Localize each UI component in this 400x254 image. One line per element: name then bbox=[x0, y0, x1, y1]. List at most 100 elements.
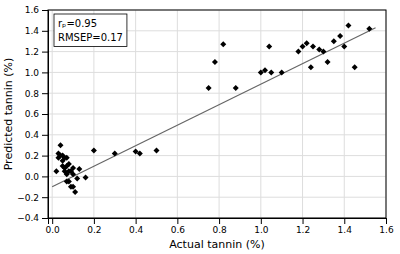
tick-mark bbox=[94, 218, 95, 224]
tick-label: 1.0 bbox=[254, 225, 269, 235]
annotation-line: rₚ=0.95 bbox=[58, 18, 97, 29]
tick: 0.2 bbox=[87, 218, 101, 235]
point bbox=[345, 23, 351, 29]
trend-line bbox=[52, 28, 375, 187]
tick-mark bbox=[42, 218, 48, 219]
grid-line-y bbox=[48, 114, 386, 115]
tick-mark bbox=[42, 52, 48, 53]
point bbox=[70, 171, 76, 177]
tick-label: 1.2 bbox=[296, 225, 310, 235]
annotation-line: RMSEP=0.17 bbox=[58, 32, 123, 43]
tick-label: 0.0 bbox=[25, 172, 40, 182]
points bbox=[53, 23, 372, 195]
tick-mark bbox=[42, 156, 48, 157]
point bbox=[153, 147, 159, 153]
point bbox=[262, 67, 268, 73]
tick: 1.2 bbox=[25, 47, 48, 57]
point bbox=[352, 64, 358, 70]
point bbox=[304, 40, 310, 46]
grid-line-y bbox=[48, 93, 386, 94]
tick-label: 0.6 bbox=[171, 225, 186, 235]
tick-label: 0.8 bbox=[25, 89, 40, 99]
point bbox=[83, 174, 89, 180]
tick-mark bbox=[42, 176, 48, 177]
tick: 0.2 bbox=[25, 151, 48, 161]
point bbox=[74, 175, 80, 181]
marks bbox=[52, 23, 375, 195]
point bbox=[268, 69, 274, 75]
point bbox=[70, 165, 76, 171]
point bbox=[72, 189, 78, 195]
point bbox=[266, 43, 272, 49]
tick: −0.4 bbox=[17, 213, 48, 223]
tick-mark bbox=[42, 114, 48, 115]
tick: 0.6 bbox=[171, 218, 186, 235]
tick: 1.6 bbox=[25, 5, 48, 15]
point bbox=[279, 69, 285, 75]
point bbox=[366, 26, 372, 32]
point bbox=[337, 33, 343, 39]
point bbox=[91, 147, 97, 153]
point bbox=[76, 166, 82, 172]
point bbox=[58, 142, 64, 148]
tick-mark bbox=[42, 197, 48, 198]
annotation-box bbox=[54, 14, 127, 47]
point bbox=[300, 43, 306, 49]
point bbox=[212, 59, 218, 65]
tick-label: 0.4 bbox=[25, 130, 40, 140]
point bbox=[308, 64, 314, 70]
tick-label: 0.2 bbox=[87, 225, 101, 235]
grid-line-y bbox=[48, 197, 386, 198]
tick-mark bbox=[261, 218, 262, 224]
point bbox=[70, 184, 76, 190]
tick: 0.4 bbox=[129, 218, 144, 235]
point bbox=[112, 151, 118, 157]
tick: 1.0 bbox=[25, 68, 48, 78]
point bbox=[325, 59, 331, 65]
point bbox=[137, 151, 143, 157]
tick-mark bbox=[42, 10, 48, 11]
axis-line bbox=[42, 11, 49, 219]
axis-line bbox=[49, 219, 387, 225]
grid-line-y bbox=[48, 72, 386, 73]
grid-line-y bbox=[48, 155, 386, 156]
tick: 0.4 bbox=[25, 130, 48, 140]
tick-label: 1.6 bbox=[379, 225, 394, 235]
tick-mark bbox=[52, 218, 53, 224]
point bbox=[331, 38, 337, 44]
point bbox=[220, 41, 226, 47]
chart-container: 0.0 0.2 0.4 0.6 0.8 1.0 1.2 1.4 1.6 −0.4 −0.2 0.0 0.… bbox=[0, 0, 400, 254]
tick-label: −0.2 bbox=[17, 193, 39, 203]
tick: 0.8 bbox=[25, 89, 48, 99]
grid-line-y bbox=[48, 176, 386, 177]
tick-label: 0.4 bbox=[129, 225, 144, 235]
point bbox=[64, 155, 70, 161]
annotation: rₚ=0.95 RMSEP=0.17 bbox=[54, 14, 127, 47]
point bbox=[206, 85, 212, 91]
tick: −0.2 bbox=[17, 193, 48, 203]
grid bbox=[48, 10, 386, 218]
chart: 0.0 0.2 0.4 0.6 0.8 1.0 1.2 1.4 1.6 −0.4 −0.2 0.0 0.… bbox=[0, 0, 400, 254]
tick-mark bbox=[136, 218, 137, 224]
tick: 1.6 bbox=[379, 218, 394, 235]
tick-mark bbox=[42, 93, 48, 94]
tick-mark bbox=[219, 218, 220, 224]
tick-label: 0.0 bbox=[46, 225, 61, 235]
point bbox=[66, 179, 72, 185]
tick-label: 1.4 bbox=[25, 26, 40, 36]
y-axis-title: Predicted tannin (%) bbox=[2, 58, 15, 171]
plot-frame bbox=[48, 10, 386, 218]
tick-mark bbox=[303, 218, 304, 224]
grid-line-y bbox=[48, 51, 386, 52]
tick: 1.4 bbox=[25, 26, 48, 36]
tick: 0.6 bbox=[25, 109, 48, 119]
x-axis-title: Actual tannin (%) bbox=[169, 238, 265, 251]
tick-label: 0.8 bbox=[212, 225, 227, 235]
point bbox=[66, 161, 72, 167]
tick-label: 1.2 bbox=[25, 47, 39, 57]
y-axis: −0.4 −0.2 0.0 0.2 0.4 0.6 0.8 1.0 1.2 1.4 1.6 bbox=[17, 5, 48, 223]
tick-mark bbox=[42, 135, 48, 136]
tick: 1.2 bbox=[296, 218, 310, 235]
tick-label: 1.6 bbox=[25, 5, 40, 15]
tick: 1.0 bbox=[254, 218, 269, 235]
